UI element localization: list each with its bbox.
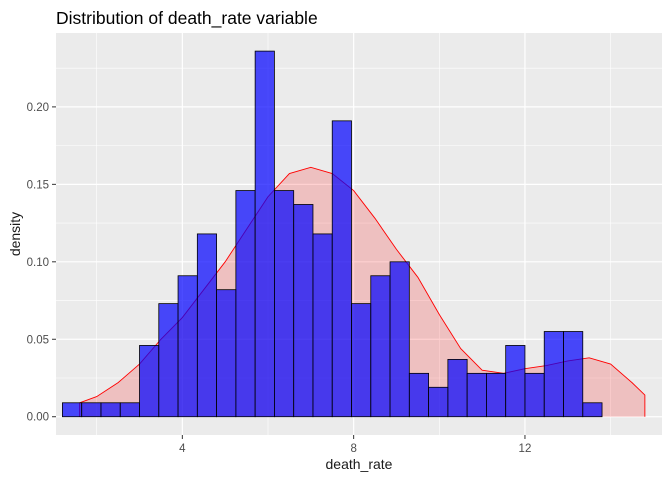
chart-title: Distribution of death_rate variable [56, 8, 318, 29]
y-axis: 0.00 0.05 0.10 0.15 0.20 [27, 102, 56, 424]
histogram-bar [447, 358, 468, 418]
histogram-bar [81, 402, 102, 418]
x-tick-label: 4 [179, 443, 186, 455]
histogram-bar [408, 372, 429, 418]
histogram-bar [119, 402, 140, 418]
histogram-bar [312, 233, 333, 418]
histogram-bars [62, 50, 603, 418]
histogram-bar [62, 402, 83, 418]
y-tick-label: 0.10 [27, 257, 49, 269]
x-tick-label: 12 [519, 443, 532, 455]
y-tick-label: 0.15 [27, 179, 49, 191]
y-tick-label: 0.05 [27, 334, 49, 346]
histogram-bar [216, 289, 237, 418]
histogram-bar [235, 190, 256, 418]
histogram-bar [505, 345, 526, 418]
histogram-bar [254, 50, 275, 418]
histogram-bar [428, 386, 449, 418]
histogram-bar [466, 372, 487, 418]
histogram-bar [100, 402, 121, 418]
histogram-bar [370, 275, 391, 418]
x-axis: 4 8 12 [179, 435, 531, 455]
histogram-bar [139, 345, 160, 418]
histogram-bar [331, 120, 352, 418]
histogram-bar [524, 372, 545, 418]
histogram-bar [177, 275, 198, 418]
histogram-bar [274, 190, 295, 418]
histogram-bar [158, 303, 179, 418]
histogram-bar [582, 402, 603, 418]
histogram-bar [563, 331, 584, 418]
histogram-bar [196, 233, 218, 418]
histogram-bar [486, 372, 507, 418]
histogram-bar [389, 261, 410, 418]
y-axis-title: density [7, 212, 23, 256]
histogram-bar [351, 303, 372, 418]
histogram-bar [293, 204, 314, 418]
histogram-bar [543, 331, 564, 418]
x-tick-label: 8 [350, 443, 356, 455]
y-tick-label: 0.00 [27, 412, 49, 424]
x-axis-title: death_rate [326, 456, 393, 472]
y-tick-label: 0.20 [27, 102, 49, 114]
